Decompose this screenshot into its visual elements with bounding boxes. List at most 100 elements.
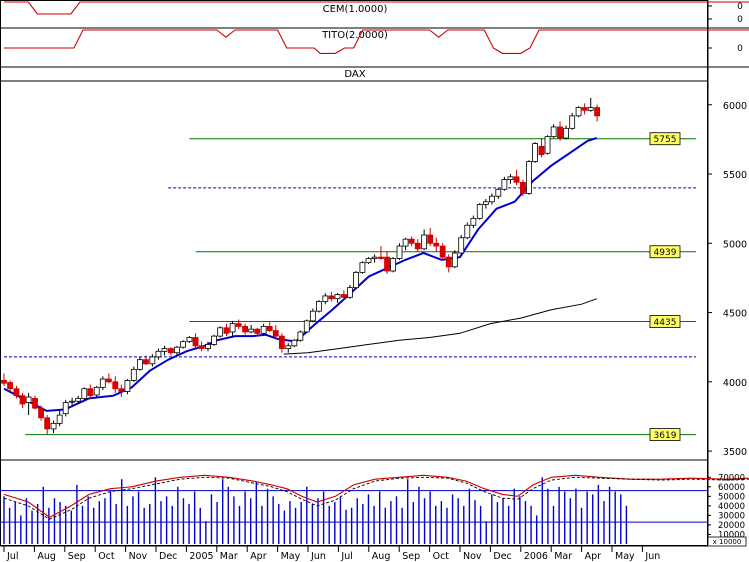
level-tag-box — [649, 315, 681, 328]
cem-series-line — [4, 1, 749, 15]
candlestick — [105, 378, 112, 383]
x-axis-tick-label: Jun — [310, 551, 326, 562]
x-axis-tick-label: Apr — [250, 551, 267, 562]
x-axis-tick-label: Mar — [554, 551, 572, 562]
volume-y-tick-label: 60000 — [718, 483, 745, 493]
price-y-tick-label: 3500 — [723, 447, 747, 458]
candlestick — [69, 400, 75, 403]
price-y-tick-label: 4000 — [723, 378, 747, 389]
candlestick — [242, 326, 248, 333]
candlestick — [587, 107, 594, 111]
candlestick — [278, 335, 285, 349]
candlestick — [421, 234, 428, 250]
x-axis-tick-label: May — [615, 551, 635, 562]
price-y-tick-label: 5500 — [723, 170, 747, 181]
candlestick — [38, 407, 44, 419]
x-axis-tick-label: 2006 — [524, 551, 548, 562]
x-axis-tick-label: Oct — [98, 551, 115, 562]
candlestick — [451, 252, 458, 268]
candlestick — [50, 422, 57, 430]
x-axis-tick-label: May — [281, 551, 301, 562]
candlestick — [149, 356, 156, 365]
candlestick — [538, 145, 545, 156]
candlestick — [414, 242, 421, 250]
candlestick — [136, 359, 143, 370]
candlestick — [272, 330, 279, 337]
cem-y-tick-label: 0 — [737, 2, 743, 12]
candlestick — [408, 238, 415, 244]
candlestick — [211, 335, 217, 345]
candlestick — [328, 295, 335, 300]
volume-y-tick-label: 50000 — [718, 492, 745, 502]
x-axis-tick-label: Nov — [129, 551, 148, 562]
candlestick — [513, 176, 520, 183]
volume-y-tick-label: 70000 — [718, 473, 745, 483]
candlestick — [489, 195, 495, 203]
candlestick — [384, 256, 390, 272]
candlestick — [297, 331, 304, 341]
candlestick — [594, 107, 601, 117]
candlestick — [433, 242, 440, 247]
candlestick — [439, 245, 446, 258]
candlestick — [464, 224, 471, 239]
candlestick — [186, 337, 193, 343]
x-axis-tick-label: Jun — [644, 551, 660, 562]
price-y-tick-label: 6000 — [723, 101, 747, 112]
candlestick — [118, 388, 125, 392]
volume-y-tick-label: 10000 — [718, 530, 745, 540]
candlestick — [575, 107, 582, 117]
candlestick — [254, 328, 261, 334]
candlestick — [192, 337, 199, 347]
candlestick — [75, 398, 82, 402]
candlestick — [217, 327, 224, 337]
candlestick — [501, 179, 508, 190]
candlestick — [495, 188, 502, 197]
x-axis-tick-label: Aug — [372, 551, 391, 562]
candlestick — [155, 350, 162, 358]
candlestick — [161, 348, 168, 352]
candlestick — [93, 386, 100, 396]
volume-y-tick-label: 40000 — [718, 502, 745, 512]
level-tag-label: 3619 — [654, 431, 677, 441]
dax-price-panel: DAX 6000 5500 5000 4500 4000 3500 5755 4939 443… — [1, 69, 747, 458]
candlestick — [25, 396, 32, 403]
candlestick — [198, 345, 205, 349]
candlestick — [62, 402, 69, 415]
x-axis-tick-label: Nov — [463, 551, 482, 562]
cem-panel-title: CEM(1.0000) — [323, 4, 388, 15]
candlestick — [365, 258, 372, 264]
candlestick — [1, 380, 7, 384]
x-axis-tick-label: Jul — [6, 551, 18, 562]
candlestick — [19, 395, 26, 405]
candlestick — [260, 326, 267, 334]
candlestick — [167, 348, 174, 354]
volume-unit-box: x 10000 — [707, 536, 747, 547]
candlestick — [445, 256, 452, 268]
candlestick — [378, 256, 384, 259]
candlestick — [359, 262, 366, 273]
candlestick — [569, 115, 576, 129]
candlestick — [143, 359, 149, 365]
x-axis-tick-label: Sep — [68, 551, 86, 562]
candlestick — [44, 417, 51, 430]
candlestick — [507, 176, 514, 180]
candlestick — [130, 368, 137, 381]
volume-average-line — [3, 476, 749, 520]
candlestick — [291, 339, 298, 347]
x-axis-tick-label: Dec — [493, 551, 511, 562]
tito-y-tick-label: 0 — [737, 44, 743, 54]
candlestick — [205, 344, 211, 349]
candlestick — [266, 326, 273, 331]
candlestick — [309, 310, 316, 322]
dax-panel-title: DAX — [344, 69, 365, 80]
x-axis-tick-label: Jul — [340, 551, 352, 562]
candlestick — [520, 181, 526, 194]
candlestick — [174, 346, 180, 354]
x-axis-tick-label: Dec — [159, 551, 177, 562]
candlestick — [550, 126, 557, 138]
candlestick — [322, 295, 329, 302]
candlestick — [353, 271, 359, 289]
candlestick — [371, 256, 378, 259]
candlestick — [563, 127, 569, 139]
